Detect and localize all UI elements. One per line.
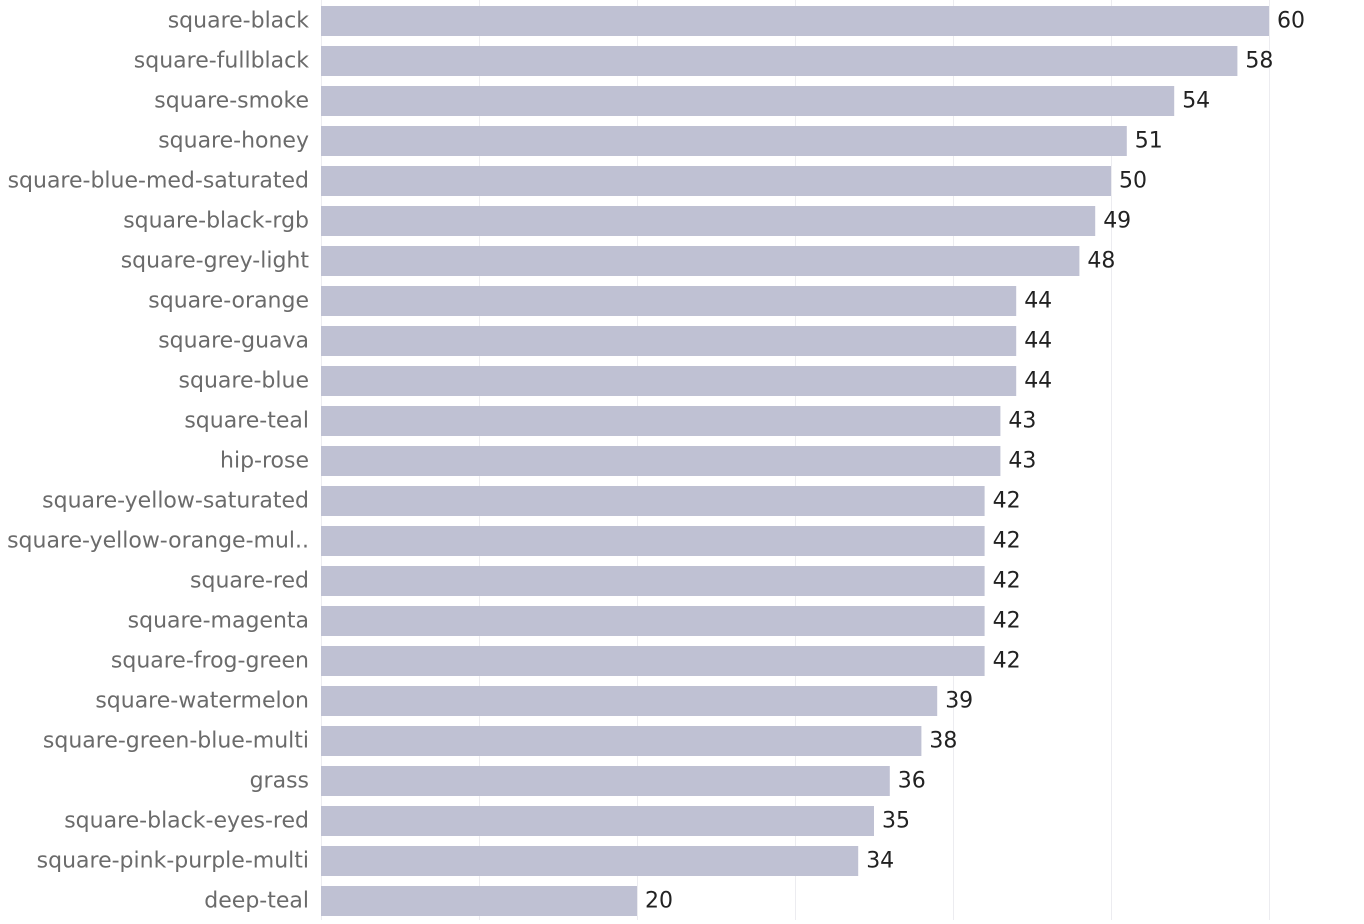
category-label: square-black-rgb [123, 209, 309, 234]
category-label: square-green-blue-multi [43, 729, 309, 754]
category-label: square-grey-light [121, 249, 310, 274]
category-label: grass [250, 769, 309, 794]
value-label: 49 [1103, 209, 1131, 234]
category-label: square-yellow-orange-mul.. [7, 529, 309, 554]
bar [321, 246, 1080, 276]
category-label: square-black-eyes-red [64, 809, 309, 834]
value-label: 50 [1119, 169, 1147, 194]
bar [321, 166, 1111, 196]
bar [321, 886, 637, 916]
value-label: 42 [993, 649, 1021, 674]
category-label: square-blue [179, 369, 309, 394]
category-label: square-orange [148, 289, 309, 314]
category-label: square-honey [158, 129, 309, 154]
category-label: square-frog-green [111, 649, 309, 674]
bar [321, 366, 1017, 396]
bar [321, 446, 1001, 476]
value-label: 20 [645, 889, 673, 914]
category-label: square-red [190, 569, 309, 594]
bar-layer [321, 6, 1269, 916]
category-label: square-yellow-saturated [42, 489, 309, 514]
value-label: 58 [1245, 49, 1273, 74]
bar [321, 406, 1001, 436]
bar [321, 46, 1238, 76]
bar [321, 686, 938, 716]
category-label: square-blue-med-saturated [8, 169, 309, 194]
value-label: 36 [898, 769, 926, 794]
value-label: 38 [929, 729, 957, 754]
value-label: 43 [1008, 409, 1036, 434]
value-label: 34 [866, 849, 894, 874]
category-label: square-pink-purple-multi [37, 849, 309, 874]
category-label: hip-rose [220, 449, 309, 474]
value-label: 44 [1024, 329, 1052, 354]
category-label: square-smoke [154, 89, 309, 114]
bar [321, 286, 1017, 316]
bar [321, 486, 985, 516]
bar [321, 726, 922, 756]
value-label: 42 [993, 529, 1021, 554]
category-label: square-fullblack [134, 49, 309, 74]
value-label: 35 [882, 809, 910, 834]
bar [321, 6, 1269, 36]
bar [321, 806, 874, 836]
category-label: square-guava [158, 329, 309, 354]
value-label: 42 [993, 569, 1021, 594]
value-label: 39 [945, 689, 973, 714]
value-label: 44 [1024, 289, 1052, 314]
category-label: square-watermelon [95, 689, 309, 714]
value-label: 42 [993, 609, 1021, 634]
category-label: square-black [168, 9, 310, 34]
bar [321, 526, 985, 556]
value-label: 44 [1024, 369, 1052, 394]
category-label: square-magenta [128, 609, 309, 634]
value-label: 60 [1277, 9, 1305, 34]
value-label: 42 [993, 489, 1021, 514]
bar [321, 606, 985, 636]
value-label: 54 [1182, 89, 1210, 114]
bar [321, 126, 1127, 156]
bar [321, 206, 1096, 236]
bar [321, 326, 1017, 356]
category-label: deep-teal [204, 889, 309, 914]
value-label: 43 [1008, 449, 1036, 474]
value-label: 51 [1135, 129, 1163, 154]
value-label: 48 [1087, 249, 1115, 274]
category-labels: square-black square-fullblack square-smoke… [7, 9, 309, 914]
bar [321, 766, 890, 796]
bar [321, 566, 985, 596]
bar [321, 646, 985, 676]
category-label: square-teal [184, 409, 309, 434]
bar [321, 86, 1175, 116]
bar [321, 846, 859, 876]
